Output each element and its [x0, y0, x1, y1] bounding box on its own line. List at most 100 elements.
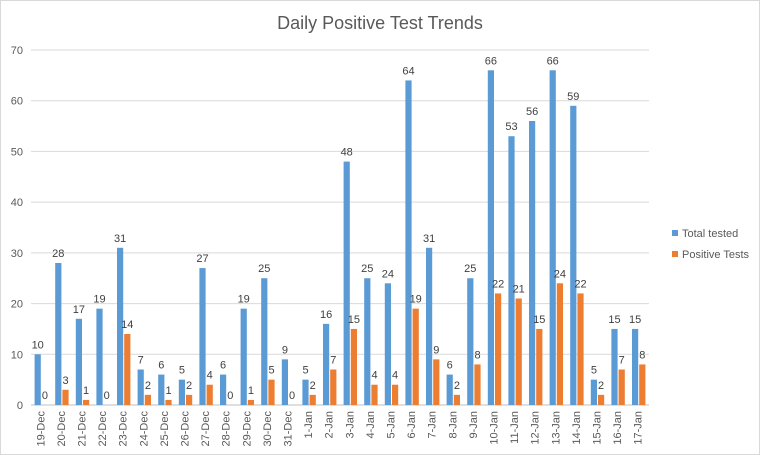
- bars: [34, 70, 646, 406]
- data-label: 8: [474, 349, 480, 361]
- data-label: 6: [220, 360, 226, 372]
- bar-total-tested: [487, 70, 494, 406]
- data-label: 66: [485, 55, 497, 67]
- data-label: 28: [52, 248, 64, 260]
- data-label: 4: [207, 370, 213, 382]
- bar-positive-tests: [536, 328, 543, 405]
- bar-positive-tests: [556, 283, 563, 405]
- bar-positive-tests: [433, 359, 440, 405]
- x-tick-label: 11-Jan: [509, 411, 521, 444]
- bar-positive-tests: [350, 328, 357, 405]
- x-tick-label: 15-Jan: [592, 411, 604, 445]
- legend-label: Total tested: [682, 228, 738, 240]
- x-tick-label: 31-Dec: [283, 411, 295, 447]
- x-tick-label: 20-Dec: [56, 411, 68, 447]
- legend-label: Positive Tests: [682, 249, 750, 261]
- data-label: 4: [392, 370, 398, 382]
- x-tick-label: 8-Jan: [447, 411, 459, 439]
- data-label: 21: [513, 284, 525, 296]
- data-label: 56: [526, 106, 538, 118]
- data-label: 1: [165, 385, 171, 397]
- bar-total-tested: [137, 369, 144, 405]
- data-label: 16: [320, 309, 332, 321]
- x-tick-label: 25-Dec: [159, 411, 171, 447]
- data-label: 7: [619, 355, 625, 367]
- x-tick-label: 16-Jan: [612, 411, 624, 445]
- bar-total-tested: [426, 247, 433, 405]
- bar-positive-tests: [474, 364, 481, 405]
- bar-total-tested: [529, 121, 536, 405]
- x-tick-label: 19-Dec: [35, 411, 47, 447]
- data-label: 7: [138, 355, 144, 367]
- data-label: 1: [83, 385, 89, 397]
- x-tick-label: 24-Dec: [138, 411, 150, 447]
- bar-positive-tests: [515, 298, 522, 405]
- data-label: 17: [73, 304, 85, 316]
- bar-total-tested: [343, 161, 350, 405]
- bar-total-tested: [220, 374, 227, 405]
- data-label: 66: [547, 55, 559, 67]
- x-tick-label: 10-Jan: [489, 411, 501, 445]
- data-label: 8: [639, 349, 645, 361]
- bar-total-tested: [611, 328, 618, 405]
- x-tick-label: 28-Dec: [221, 411, 233, 447]
- bar-total-tested: [281, 359, 288, 405]
- data-label: 6: [447, 360, 453, 372]
- bar-total-tested: [302, 379, 309, 405]
- bar-total-tested: [384, 283, 391, 405]
- x-tick-label: 21-Dec: [77, 411, 89, 447]
- data-label: 5: [302, 365, 308, 377]
- bar-positive-tests: [124, 334, 131, 405]
- bar-positive-tests: [268, 379, 275, 405]
- gridlines: [31, 49, 649, 406]
- x-tick-label: 27-Dec: [200, 411, 212, 447]
- x-tick-label: 5-Jan: [386, 411, 398, 439]
- x-axis: 19-Dec 20-Dec 21-Dec 22-Dec 23-Dec 24-Dec 25-D…: [35, 411, 644, 447]
- data-label: 14: [121, 319, 133, 331]
- data-label: 0: [42, 390, 48, 402]
- data-label: 31: [114, 233, 126, 245]
- y-tick-label: 30: [11, 248, 23, 260]
- bar-total-tested: [75, 318, 82, 405]
- data-label: 22: [492, 278, 504, 290]
- bar-total-tested: [117, 247, 124, 405]
- bar-positive-tests: [392, 384, 399, 405]
- bar-positive-tests: [598, 394, 605, 405]
- bar-positive-tests: [639, 364, 646, 405]
- x-tick-label: 14-Jan: [571, 411, 583, 445]
- bar-positive-tests: [577, 293, 584, 405]
- data-label: 1: [248, 385, 254, 397]
- bar-total-tested: [199, 268, 206, 405]
- data-label: 10: [32, 339, 44, 351]
- data-label: 27: [196, 253, 208, 265]
- bar-positive-tests: [412, 308, 419, 405]
- data-label: 25: [361, 263, 373, 275]
- x-tick-label: 1-Jan: [303, 411, 315, 439]
- bar-positive-tests: [144, 394, 151, 405]
- bar-total-tested: [632, 328, 639, 405]
- bar-positive-tests: [371, 384, 378, 405]
- data-label: 19: [410, 294, 422, 306]
- x-tick-label: 12-Jan: [530, 411, 542, 445]
- data-label: 25: [464, 263, 476, 275]
- data-label: 5: [591, 365, 597, 377]
- bar-total-tested: [549, 70, 556, 406]
- data-label: 7: [330, 355, 336, 367]
- data-label: 2: [310, 380, 316, 392]
- y-axis: 0 10 20 30 40 50 60 70: [11, 45, 23, 412]
- y-tick-label: 20: [11, 299, 23, 311]
- x-tick-label: 4-Jan: [365, 411, 377, 439]
- x-tick-label: 22-Dec: [97, 411, 109, 447]
- data-label: 15: [629, 314, 641, 326]
- bar-positive-tests: [618, 369, 625, 405]
- data-label: 2: [454, 380, 460, 392]
- data-label: 48: [341, 147, 353, 159]
- data-label: 25: [258, 263, 270, 275]
- x-tick-label: 23-Dec: [118, 411, 130, 447]
- bar-total-tested: [96, 308, 103, 405]
- data-label: 15: [608, 314, 620, 326]
- data-label: 6: [158, 360, 164, 372]
- data-label: 19: [238, 294, 250, 306]
- data-label: 0: [289, 390, 295, 402]
